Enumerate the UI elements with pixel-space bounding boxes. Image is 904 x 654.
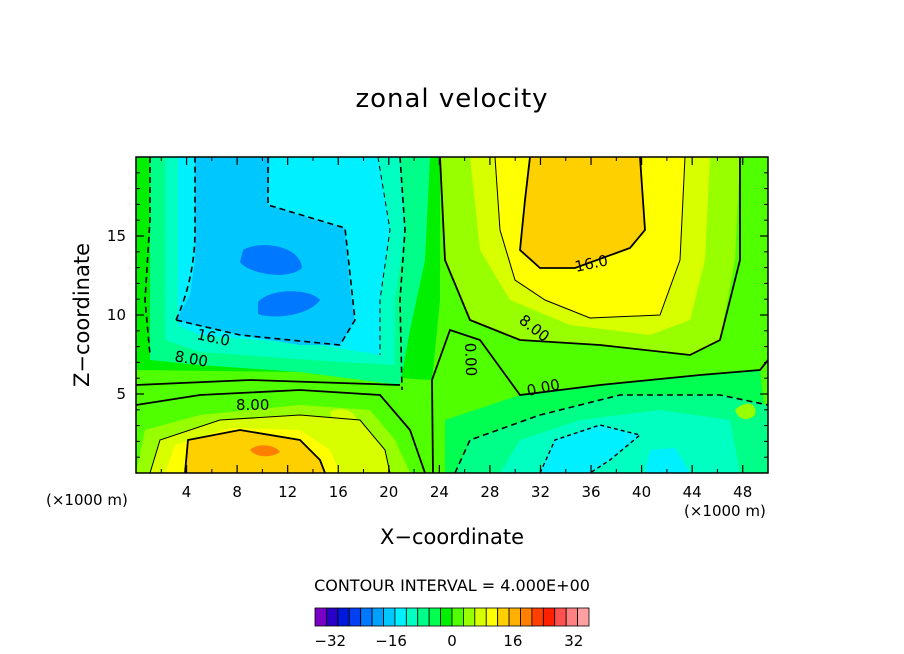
colorbar-swatch (417, 607, 430, 627)
colorbar: −32 −16 0 16 32 (314, 607, 590, 650)
colorbar-swatch (565, 607, 578, 627)
contour-neg-c (377, 157, 391, 355)
colorbar-tick-label: 32 (564, 632, 583, 650)
region-ll-spot (330, 409, 357, 426)
x-axis: 4 8 12 16 20 24 28 32 36 40 44 48 (160, 157, 752, 501)
x-tick-label: 40 (632, 483, 651, 501)
colorbar-swatch (485, 607, 499, 627)
colorbar-swatch (348, 607, 362, 627)
colorbar-tick-label: −32 (314, 632, 346, 650)
x-tick-label: 8 (232, 483, 242, 501)
x-tick-label: 12 (278, 483, 297, 501)
colorbar-swatch (531, 607, 544, 627)
x-tick-label: 28 (480, 483, 499, 501)
contour-12-right (494, 157, 686, 319)
colorbar-swatch (554, 607, 567, 627)
contour-16-ll (184, 429, 326, 473)
x-tick-label: 20 (379, 483, 398, 501)
x-tick-label: 16 (329, 483, 348, 501)
x-tick-label: 32 (531, 483, 550, 501)
contour-label: 8.00 (173, 347, 209, 371)
colorbar-tick-label: 0 (447, 632, 457, 650)
contour-neg-lr-inner (539, 424, 642, 473)
region-ll-5 (250, 445, 280, 457)
colorbar-swatch (577, 607, 590, 627)
contour-zero-left (136, 379, 401, 386)
x-tick-label: 24 (430, 483, 449, 501)
colorbar-swatch (474, 607, 487, 627)
colorbar-swatch (520, 607, 533, 627)
colorbar-tick-label: −16 (375, 632, 407, 650)
contour-zero-center (431, 328, 768, 473)
colorbar-swatch (542, 607, 556, 627)
contour-label: 0.00 (461, 343, 480, 377)
colorbar-tick-label: 16 (503, 632, 522, 650)
region-neg-4a (240, 245, 302, 275)
colorbar-swatch (440, 607, 453, 627)
x-tick-label: 44 (683, 483, 702, 501)
region-lr-3 (540, 425, 640, 473)
y-axis: 5 10 15 (107, 172, 768, 458)
contour-neg-outer (144, 157, 151, 356)
region-pos-3 (520, 157, 645, 268)
colorbar-swatch (326, 607, 339, 627)
x-tick-label: 4 (182, 483, 192, 501)
contour-interval-label: CONTOUR INTERVAL = 4.000E+00 (314, 576, 590, 595)
colorbar-swatch (314, 607, 327, 627)
x-tick-label: 36 (581, 483, 600, 501)
y-tick-label: 15 (107, 227, 126, 245)
contour-label: 8.00 (236, 396, 269, 414)
colorbar-swatch (383, 607, 396, 627)
x-unit-label-right: (×1000 m) (684, 502, 766, 520)
colorbar-swatch (451, 607, 464, 627)
colorbar-swatch (463, 607, 476, 627)
y-tick-label: 10 (107, 306, 126, 324)
colorbar-swatch (360, 607, 373, 627)
colorbar-swatch (337, 607, 350, 627)
contour-12-ll (149, 414, 391, 473)
region-neg-4b (258, 291, 320, 317)
colorbar-swatch (428, 607, 441, 627)
contour-neg-lr (454, 394, 768, 473)
colorbar-swatch (394, 607, 407, 627)
contour-8-right (439, 157, 741, 356)
x-unit-label-left: (×1000 m) (46, 491, 128, 509)
y-tick-label: 5 (116, 385, 126, 403)
colorbar-swatch (508, 607, 521, 627)
colorbar-swatch (497, 607, 510, 627)
colorbar-swatch (371, 607, 384, 627)
contour-neg-a (175, 157, 196, 321)
y-axis-label: Z−coordinate (70, 243, 94, 387)
contour-8-ll (136, 389, 426, 473)
region-lr-4 (645, 448, 690, 473)
contour-fill (136, 157, 768, 473)
contour-neg-b (175, 157, 356, 346)
x-axis-label: X−coordinate (380, 525, 524, 549)
contour-16-right (519, 157, 646, 269)
x-tick-label: 48 (733, 483, 752, 501)
region-lr-spot (735, 403, 756, 420)
chart-title: zonal velocity (355, 84, 549, 114)
colorbar-swatch (405, 607, 419, 627)
contour-lines (136, 157, 768, 473)
